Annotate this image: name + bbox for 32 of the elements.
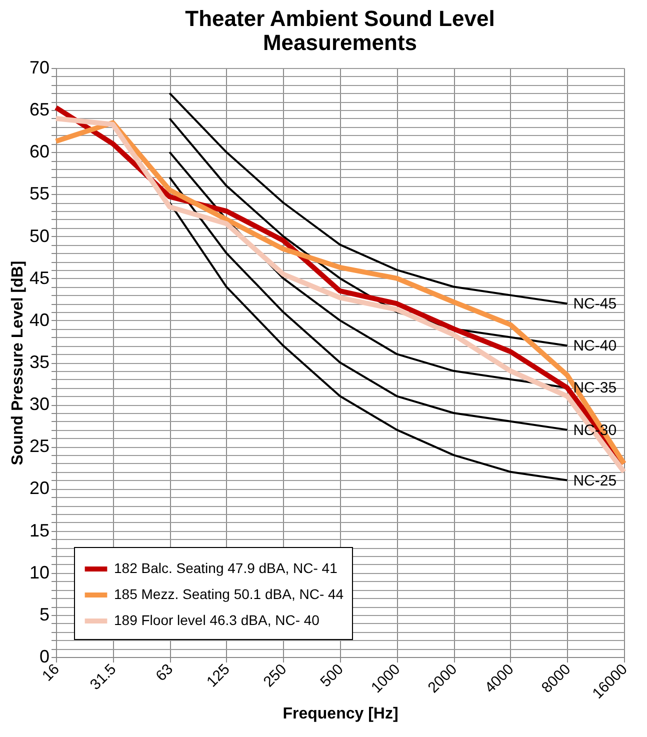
y-tick-label: 25 — [29, 436, 50, 456]
legend-label: 189 Floor level 46.3 dBA, NC- 40 — [114, 612, 320, 628]
series-label: NC-25 — [573, 472, 617, 490]
y-tick-label: 35 — [29, 352, 50, 372]
x-axis-title: Frequency [Hz] — [282, 706, 398, 723]
chart-title: Theater Ambient Sound Level Measurements — [185, 6, 495, 55]
series-label: NC-45 — [573, 296, 617, 313]
x-tick-label: 63 — [152, 660, 176, 685]
x-tick-label: 250 — [260, 660, 290, 691]
x-tick-label: 125 — [204, 660, 234, 691]
y-tick-label: 5 — [39, 604, 50, 624]
y-tick-label: 70 — [29, 58, 50, 78]
y-tick-label: 40 — [29, 310, 50, 330]
y-tick-label: 0 — [39, 646, 50, 666]
legend-label: 185 Mezz. Seating 50.1 dBA, NC- 44 — [114, 586, 344, 602]
y-tick-label: 15 — [29, 520, 50, 540]
y-tick-label: 55 — [29, 184, 50, 204]
legend-label: 182 Balc. Seating 47.9 dBA, NC- 41 — [114, 560, 338, 576]
y-tick-label: 65 — [29, 100, 50, 120]
line-series — [168, 202, 568, 482]
y-tick-label: 50 — [29, 226, 50, 246]
y-tick-label: 45 — [29, 268, 50, 288]
line-series — [168, 176, 568, 431]
y-tick-label: 10 — [29, 562, 50, 582]
x-tick-label: 31.5 — [86, 660, 120, 694]
y-tick-label: 30 — [29, 394, 50, 414]
x-tick-label: 500 — [317, 660, 347, 691]
y-axis-title: Sound Pressure Level [dB] — [9, 260, 26, 466]
y-tick-label: 20 — [29, 478, 50, 498]
line-series — [168, 92, 568, 305]
y-tick-label: 60 — [29, 142, 50, 162]
series-label: NC-40 — [573, 338, 617, 355]
